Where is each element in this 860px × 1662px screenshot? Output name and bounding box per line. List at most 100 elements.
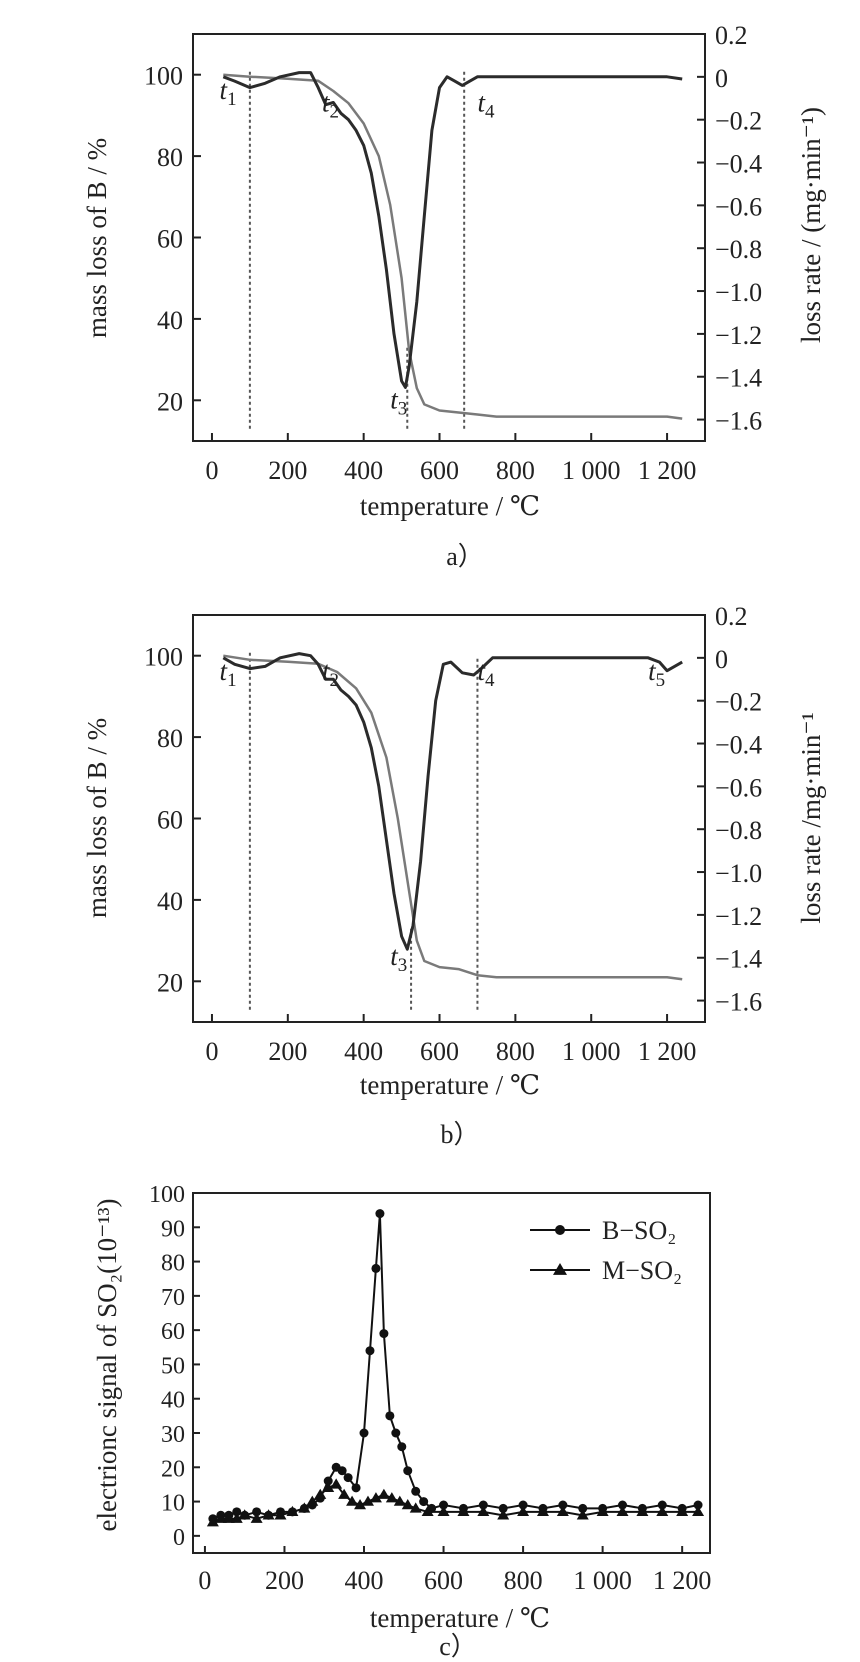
panel-c-m-so2-point [692,1505,705,1517]
panel-b-x-tick-label: 1 000 [562,1037,621,1066]
panel-c-y-tick-label: 10 [161,1491,185,1517]
panel-a-y2-tick-label: 0 [715,64,728,93]
panel-c-m-so2-point [536,1505,549,1517]
panel-a-marker-label-t1: t1 [220,75,237,110]
panel-a-y-tick-label: 40 [157,306,183,335]
panel-c-m-so2-point [298,1502,311,1513]
panel-c-y-tick-label: 50 [161,1353,185,1379]
panel-a-x-axis-label: temperature / ℃ [360,491,540,521]
panel-b-marker-label-t4: t4 [477,656,495,691]
panel-c-m-so2-point [230,1512,243,1523]
panel-c-b-so2-point [618,1500,628,1510]
panel-c-b-so2-point [359,1428,369,1438]
panel-a-x-tick-label: 200 [268,456,307,485]
panel-c-y-tick-label: 40 [161,1388,185,1414]
panel-c-b-so2-point [403,1466,413,1476]
panel-c-b-so2-point [498,1503,508,1513]
panel-a-y2-axis-label: loss rate / (mg·min⁻¹) [796,107,826,343]
panel-c-b-so2-point [385,1411,395,1421]
panel-c-m-so2-point [314,1488,327,1499]
panel-c-m-so2-point [274,1509,287,1520]
panel-c-m-so2-point [421,1505,434,1517]
panel-b-loss-rate-curve [222,652,683,951]
panel-a-x-tick-label: 600 [420,456,459,485]
panel-c-legend: B−SO₂ M−SO₂ [530,1216,682,1285]
panel-b-x-tick-label: 800 [496,1037,535,1066]
panel-c-y-tick-label: 100 [149,1182,185,1208]
panel-c-caption: c） [439,1632,477,1661]
panel-a-x-tick-label: 800 [496,456,535,485]
panel-c-y-tick-label: 30 [161,1422,185,1448]
legend-b-so2-marker-swatch [555,1225,565,1235]
panel-a-x-tick-label: 0 [205,456,218,485]
panel-c-b-so2-point [232,1507,242,1517]
panel-c-m-so2-point [306,1495,319,1506]
panel-c-y-tick-label: 80 [161,1251,185,1277]
panel-b-y-tick-label: 80 [157,724,183,753]
panel-a-x-tick-label: 1 200 [638,456,697,485]
panel-c-b-so2-point [411,1486,421,1496]
panel-c-b-so2-point [371,1263,381,1273]
panel-c-b-so2-point [397,1442,407,1452]
panel-b-marker-label-t1: t1 [220,656,237,691]
panel-c-b-so2-point [343,1473,353,1483]
panel-c-m-so2-point [262,1509,275,1520]
panel-b-x-tick-label: 0 [205,1037,218,1066]
panel-c-b-so2-point [391,1428,401,1438]
panel-a-y-tick-label: 100 [144,62,183,91]
panel-a-y2-tick-label: −0.6 [715,192,762,221]
panel-c-m-so2-point [497,1509,510,1520]
panel-a-y-tick-label: 20 [157,387,183,416]
legend-m-so2-marker-swatch [553,1263,567,1275]
panel-c-m-so2-point [377,1488,390,1499]
panel-b-y2-tick-label: −0.8 [715,816,762,845]
panel-b-caption: b） [440,1120,479,1149]
panel-b-y2-tick-label: −1.6 [715,988,762,1017]
panel-c-x-tick-label: 600 [424,1566,463,1595]
panel-c-b-so2-point [323,1476,333,1486]
legend-b-so2-label: B−SO₂ [602,1216,676,1245]
panel-a-y2-tick-label: 0.2 [715,21,748,50]
panel-c-b-so2-point [558,1500,568,1510]
panel-c-x-tick-label: 1 200 [653,1566,712,1595]
panel-a-y2-tick-label: −1.4 [715,364,762,393]
panel-c-m-so2-point [346,1495,359,1506]
panel-a-mass-loss-curve [223,73,683,420]
panel-c-m-so2-point [206,1516,219,1527]
panel-c-b-so2-point [365,1346,375,1356]
panel-a-y2-tick-label: −0.8 [715,235,762,264]
panel-b-marker-label-t5: t5 [648,656,665,691]
panel-c-b-so2-point [439,1500,449,1510]
panel-a-y2-tick-label: −1.2 [715,321,762,350]
panel-c-x-tick-label: 200 [265,1566,304,1595]
panel-c-y-tick-label: 70 [161,1285,185,1311]
panel-c-y-axis-label: electrionc signal of SO₂(10⁻¹³) [92,1198,122,1531]
panel-b-y-tick-label: 60 [157,806,183,835]
panel-c-b-so2-point [351,1483,361,1493]
panel-a-caption: a） [446,542,484,571]
panel-c-m-so2-point [477,1505,490,1517]
panel-b-y-axis-label: mass loss of B / % [82,718,112,918]
panel-b-x-tick-label: 600 [420,1037,459,1066]
panel-c-m-so2-point [361,1495,374,1506]
panel-c-y-tick-label: 60 [161,1319,185,1345]
panel-c-m-so2-point [576,1509,589,1520]
panel-b-y2-tick-label: −1.2 [715,902,762,931]
panel-a-y2-tick-label: −0.2 [715,107,762,136]
legend-m-so2-label: M−SO₂ [602,1256,682,1285]
panel-c-m-so2-point [286,1505,299,1517]
panel-b-y2-tick-label: −0.6 [715,773,762,802]
panel-b-y2-tick-label: −1.0 [715,859,762,888]
panel-c-m-so2-point [393,1495,406,1506]
panel-a-plot-frame [192,33,706,442]
panel-c-m-so2-point [338,1488,351,1499]
panel-c-m-so2-point [409,1502,422,1513]
panel-c-x-tick-label: 0 [198,1566,211,1595]
panel-b-mass-loss-curve [223,654,683,981]
panel-c-m-so2-point [556,1505,569,1517]
panel-a-marker-label-t4: t4 [477,87,495,122]
panel-c-x-tick-label: 1 000 [573,1566,632,1595]
panel-b-y-tick-label: 20 [157,968,183,997]
panel-c-m-so2-point [354,1499,367,1510]
